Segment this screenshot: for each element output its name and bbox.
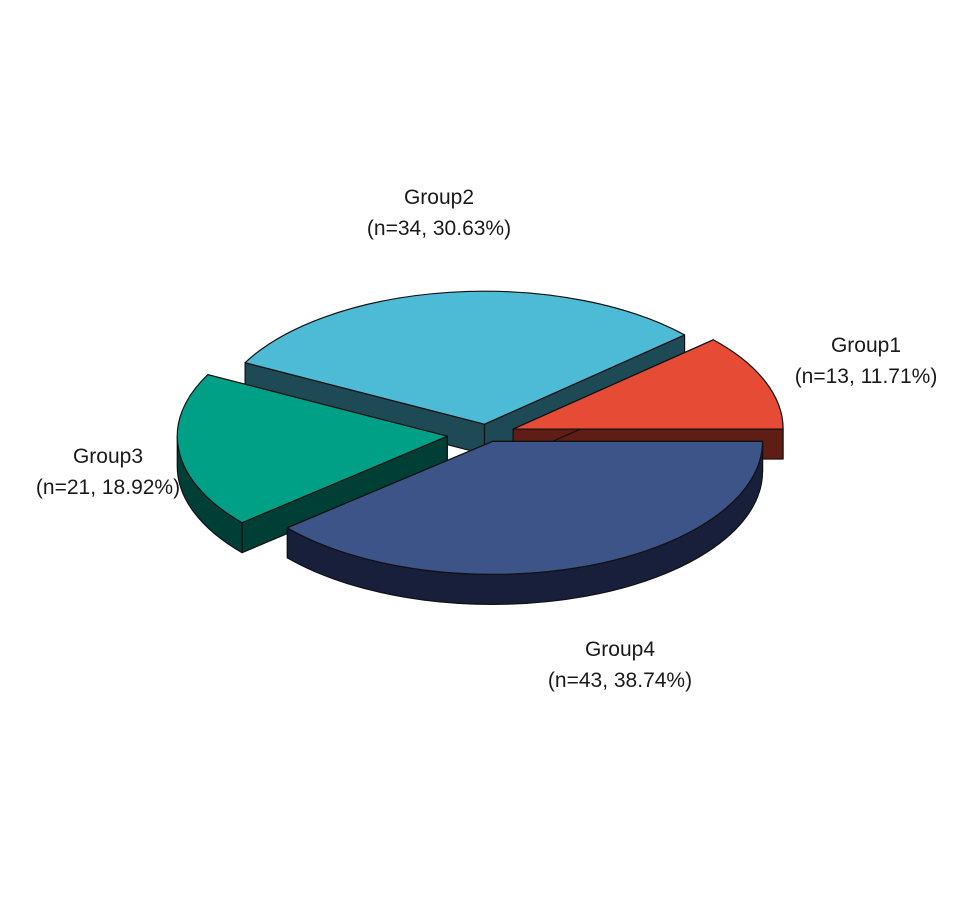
group4-value-label: (n=43, 38.74%)	[548, 669, 692, 692]
group3-name-label: Group3	[73, 445, 143, 468]
group1-name-label: Group1	[831, 334, 901, 357]
group3-value-label: (n=21, 18.92%)	[36, 476, 180, 499]
group2-slice	[244, 290, 686, 425]
group2-name-label: Group2	[404, 186, 474, 209]
group4-slice	[286, 440, 764, 575]
group4-name-label: Group4	[585, 638, 655, 661]
slice-labels: Group1 (n=13, 11.71%) Group2 (n=34, 30.63%)…	[36, 186, 937, 692]
group1-slice	[512, 339, 784, 430]
group2-value-label: (n=34, 30.63%)	[367, 217, 511, 240]
slice-tops	[176, 290, 784, 575]
group3-slice	[176, 374, 448, 524]
group1-value-label: (n=13, 11.71%)	[795, 365, 938, 388]
